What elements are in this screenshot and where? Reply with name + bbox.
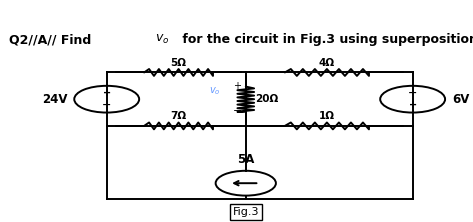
Text: +: + [103,88,111,98]
Text: Fig.3: Fig.3 [233,207,259,217]
Text: +: + [234,81,241,91]
Text: for the circuit in Fig.3 using superposition: for the circuit in Fig.3 using superposi… [178,33,473,46]
Text: 5Ω: 5Ω [171,58,186,68]
Text: 20Ω: 20Ω [255,94,278,104]
Text: $v_o$: $v_o$ [209,86,220,97]
Text: $v_o$: $v_o$ [155,33,170,46]
Text: −: − [408,88,417,98]
Text: 5A: 5A [237,153,254,166]
Text: 6V: 6V [452,93,469,106]
Text: 1Ω: 1Ω [319,111,335,121]
Text: +: + [409,100,417,110]
Text: 4Ω: 4Ω [319,58,335,68]
Text: −: − [102,100,112,110]
Text: Q2//A// Find: Q2//A// Find [9,33,96,46]
Text: −: − [233,106,242,116]
Text: 24V: 24V [42,93,67,106]
Text: 7Ω: 7Ω [170,111,187,121]
